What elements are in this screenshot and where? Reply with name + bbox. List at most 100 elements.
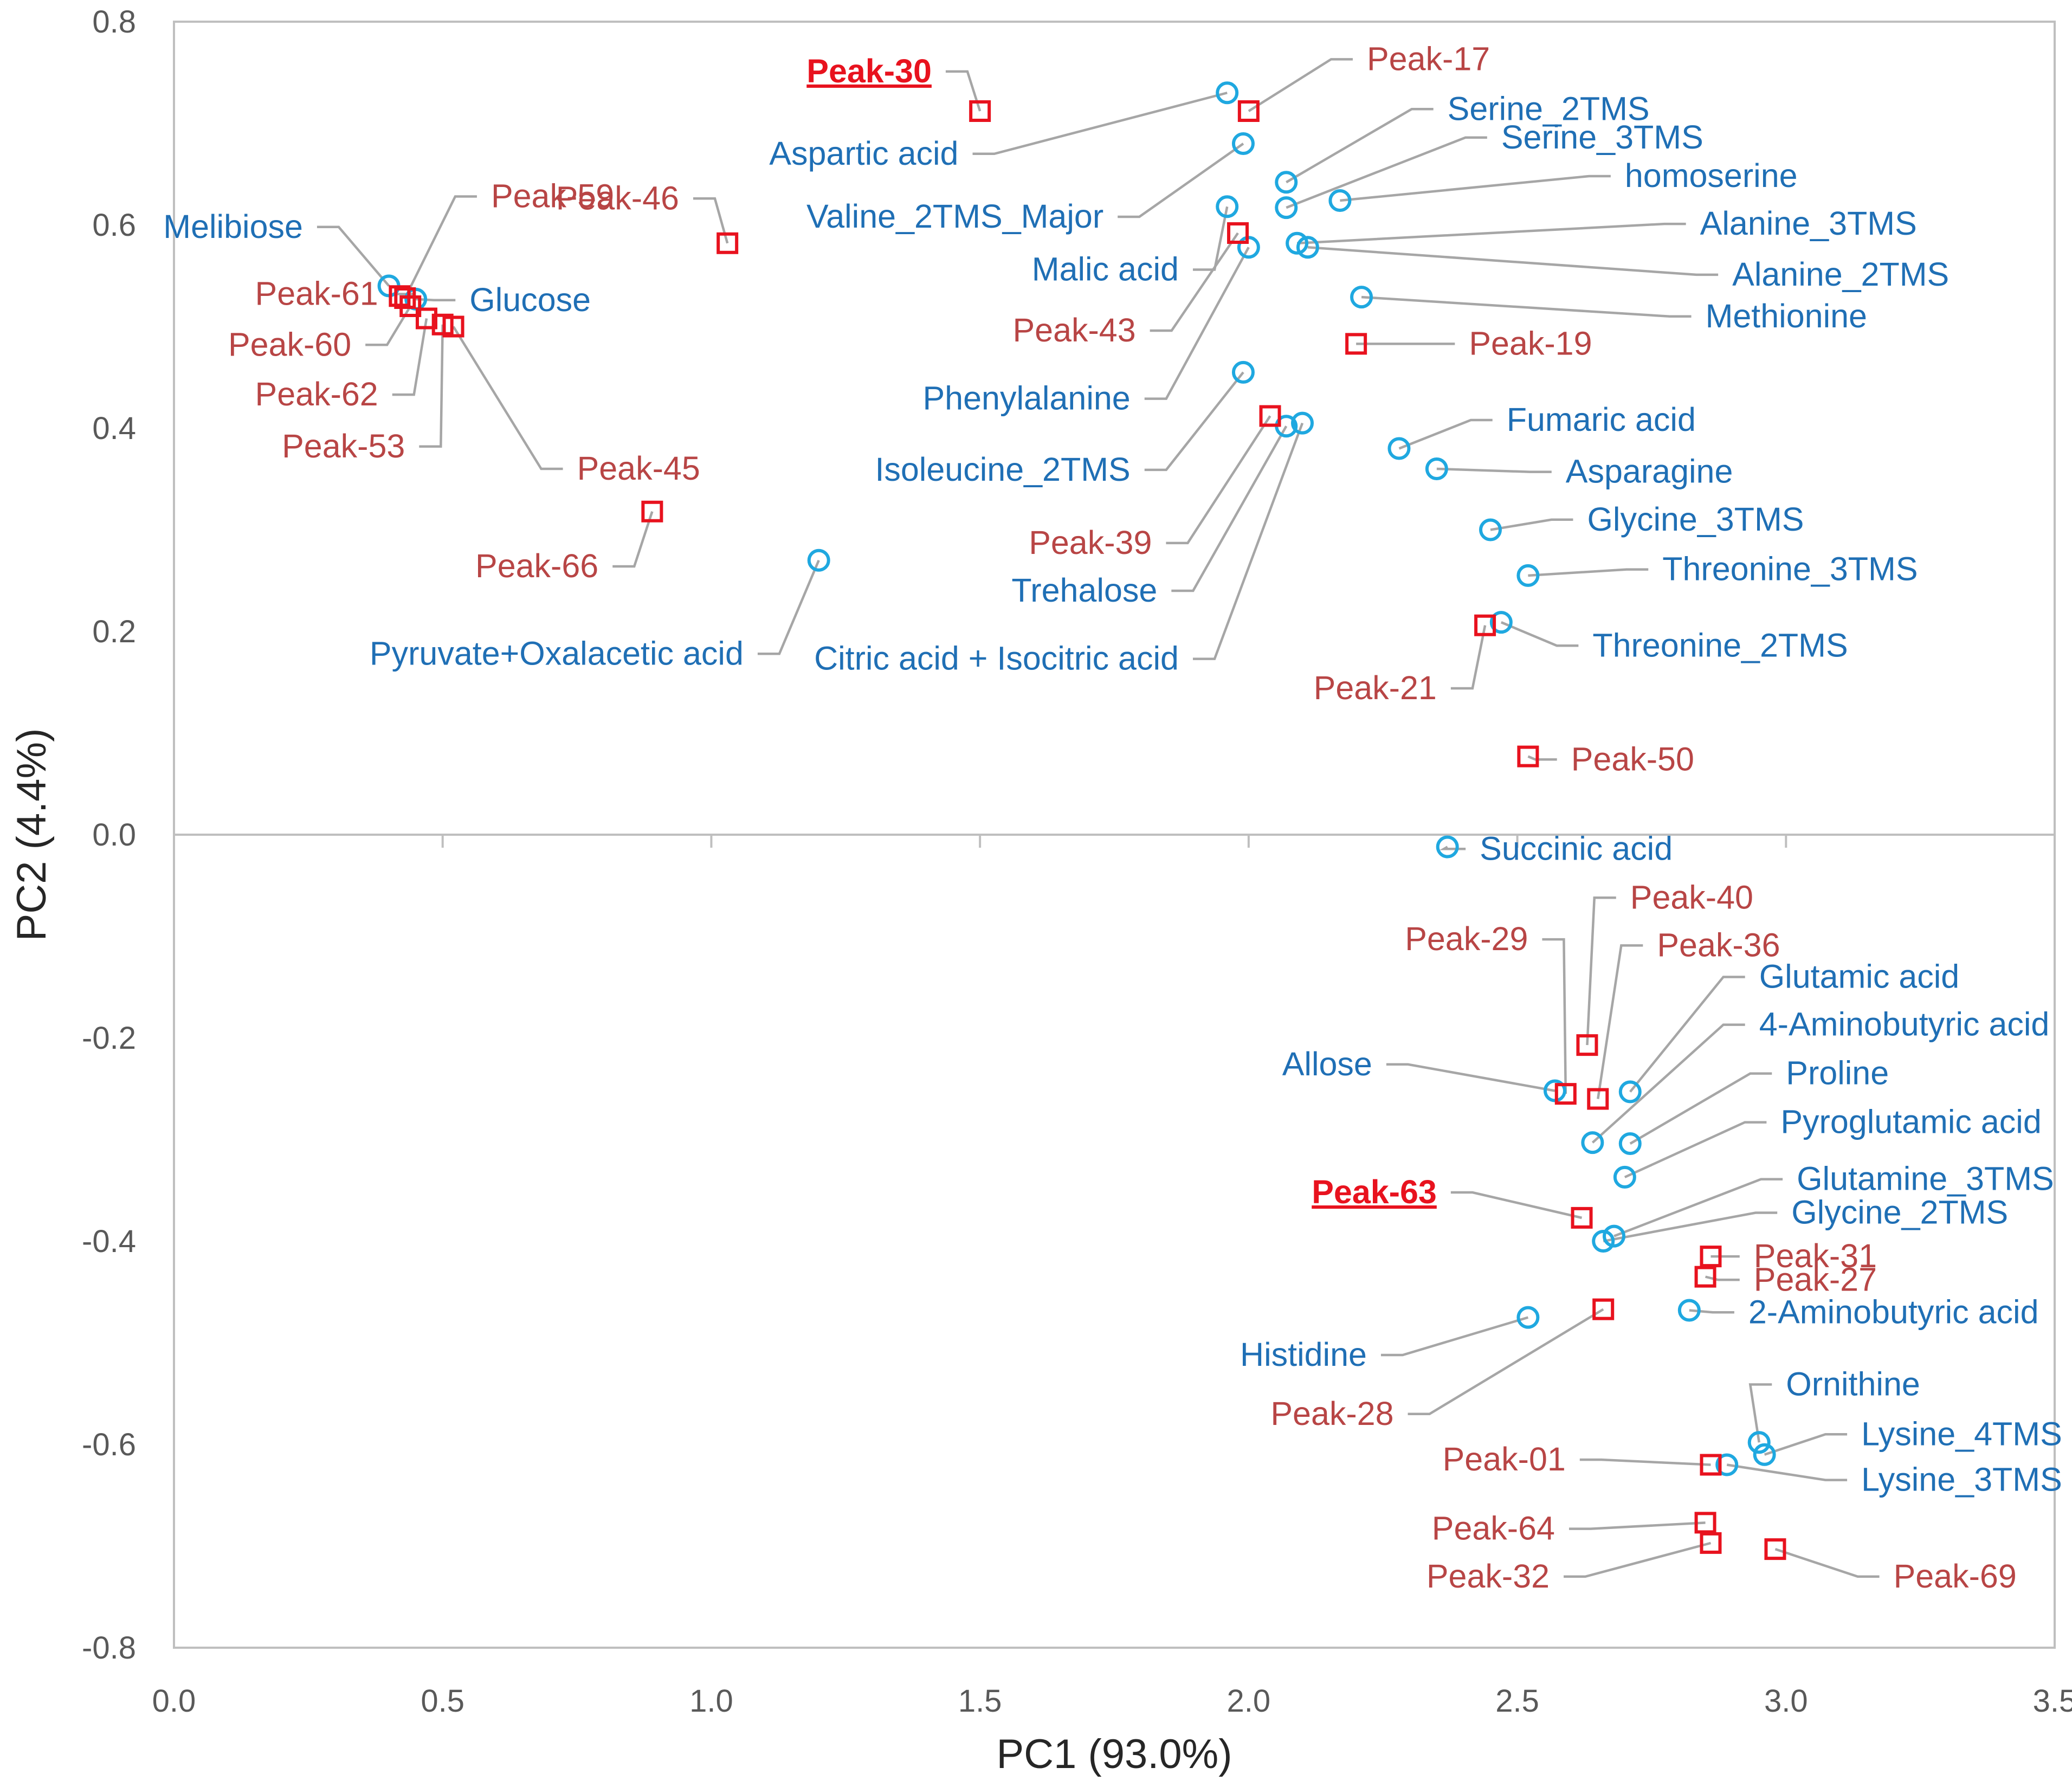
label-alanine-2tms: Alanine_2TMS — [1732, 256, 1949, 293]
y-axis-title: PC2 (4.4%) — [9, 728, 55, 941]
leader-alanine-3tms — [1296, 222, 1686, 244]
leader-4-aminobutyric-acid — [1591, 1023, 1745, 1144]
label-peak-40: Peak-40 — [1630, 879, 1753, 915]
label-histidine: Histidine — [1240, 1336, 1367, 1373]
point-pyruvate-oxalacetic-acid — [807, 549, 830, 572]
data-markers — [377, 81, 1786, 1560]
label-peak-30: Peak-30 — [806, 53, 932, 89]
label-peak-39: Peak-39 — [1029, 524, 1152, 561]
x-tick-label: 2.5 — [1495, 1683, 1539, 1719]
point-peak-19 — [1345, 333, 1367, 355]
label-threonine-3tms: Threonine_3TMS — [1662, 551, 1918, 588]
x-tick-label: 3.0 — [1764, 1683, 1808, 1719]
label-glycine-2tms: Glycine_2TMS — [1791, 1194, 2008, 1231]
x-tick-labels: 0.0 0.5 1.0 1.5 2.0 2.5 3.0 3.5 — [152, 1683, 2072, 1719]
leader-pyroglutamic-acid — [1624, 1121, 1767, 1178]
leader-valine-2tms-major — [1118, 143, 1244, 218]
leader-peak-46 — [693, 197, 729, 244]
label-threonine-2tms: Threonine_2TMS — [1592, 627, 1848, 663]
leader-proline — [1629, 1072, 1772, 1145]
label-ornithine: Ornithine — [1786, 1365, 1920, 1402]
y-tick-label: 0.2 — [92, 614, 136, 649]
label-4-aminobutyric-acid: 4-Aminobutyric acid — [1759, 1006, 2050, 1043]
label-peak-19: Peak-19 — [1469, 325, 1592, 362]
x-tick-label: 1.0 — [689, 1683, 733, 1719]
label-valine-2tms-major: Valine_2TMS_Major — [806, 198, 1103, 235]
label-glutamic-acid: Glutamic acid — [1759, 958, 1960, 995]
point-peak-60 — [399, 295, 422, 317]
point-4-aminobutyric-acid — [1581, 1131, 1604, 1154]
point-peak-69 — [1764, 1538, 1786, 1560]
leader-peak-40 — [1586, 896, 1616, 1046]
point-peak-50 — [1517, 745, 1539, 767]
point-lysine-4tms — [1753, 1443, 1776, 1466]
label-peak-29: Peak-29 — [1405, 920, 1528, 957]
label-allose: Allose — [1282, 1046, 1372, 1082]
y-tick-label: -0.6 — [82, 1427, 136, 1462]
point-threonine-3tms — [1516, 564, 1540, 587]
leader-threonine-2tms — [1500, 621, 1579, 647]
leader-glutamic-acid — [1629, 976, 1745, 1093]
label-peak-28: Peak-28 — [1270, 1395, 1393, 1432]
label-pyruvate-oxalacetic-acid: Pyruvate+Oxalacetic acid — [370, 635, 744, 672]
leader-serine-3tms — [1286, 136, 1487, 209]
label-citric-acid-isocitric-acid: Citric acid + Isocitric acid — [814, 640, 1179, 677]
point-peak-43 — [1227, 222, 1249, 244]
leader-glycine-2tms — [1603, 1211, 1778, 1243]
point-peak-39 — [1259, 405, 1281, 427]
label-2-aminobutyric-acid: 2-Aminobutyric acid — [1748, 1293, 2039, 1330]
label-peak-64: Peak-64 — [1432, 1510, 1555, 1547]
label-homoserine: homoserine — [1625, 157, 1798, 194]
x-tick-label: 1.5 — [958, 1683, 1002, 1719]
leader-peak-64 — [1568, 1521, 1706, 1530]
y-tick-label: 0.8 — [92, 4, 136, 40]
label-peak-46: Peak-46 — [556, 179, 679, 216]
label-peak-27: Peak-27 — [1754, 1261, 1877, 1298]
point-alanine-2tms — [1296, 236, 1319, 259]
point-peak-31 — [1700, 1246, 1722, 1268]
y-tick-label: -0.8 — [82, 1630, 136, 1666]
leader-aspartic-acid — [972, 92, 1228, 155]
label-peak-69: Peak-69 — [1894, 1558, 2017, 1595]
y-tick-label: 0.6 — [92, 208, 136, 243]
label-glutamine-3tms: Glutamine_3TMS — [1797, 1160, 2054, 1197]
point-peak-36 — [1587, 1088, 1609, 1110]
point-peak-30 — [969, 100, 991, 122]
label-aspartic-acid: Aspartic acid — [769, 135, 958, 172]
label-peak-21: Peak-21 — [1314, 669, 1437, 706]
leader-lysine-4tms — [1764, 1433, 1848, 1456]
leader-lines — [317, 58, 1880, 1578]
label-pyroglutamic-acid: Pyroglutamic acid — [1780, 1104, 2041, 1140]
leader-serine-2tms — [1286, 108, 1434, 184]
point-peak-17 — [1237, 100, 1260, 122]
y-tick-label: -0.4 — [82, 1224, 136, 1259]
x-tick-label: 3.5 — [2033, 1683, 2072, 1719]
leader-citric-acid-isocitric-acid — [1192, 422, 1304, 660]
label-isoleucine-2tms: Isoleucine_2TMS — [875, 451, 1130, 488]
leader-homoserine — [1340, 175, 1611, 202]
leader-glutamine-3tms — [1613, 1178, 1783, 1237]
leader-peak-17 — [1248, 58, 1353, 112]
leader-pyruvate-oxalacetic-acid — [757, 559, 820, 655]
x-axis-title: PC1 (93.0%) — [996, 1731, 1232, 1777]
point-peak-32 — [1700, 1532, 1722, 1554]
leader-peak-32 — [1564, 1541, 1712, 1578]
point-peak-01 — [1700, 1454, 1722, 1476]
point-serine-2tms — [1275, 171, 1298, 194]
plot-frame — [173, 21, 2056, 1649]
y-tick-labels: 0.8 0.6 0.4 0.2 0.0 -0.2 -0.4 -0.6 -0.8 — [82, 4, 136, 1666]
point-glycine-3tms — [1479, 518, 1502, 541]
leader-2-aminobutyric-acid — [1689, 1309, 1734, 1314]
leader-glycine-3tms — [1490, 518, 1573, 531]
y-tick-label: 0.0 — [92, 817, 136, 853]
leader-isoleucine-2tms — [1144, 371, 1244, 472]
label-succinic-acid: Succinic acid — [1480, 830, 1673, 867]
label-peak-63: Peak-63 — [1312, 1173, 1437, 1210]
point-peak-29 — [1554, 1083, 1577, 1105]
x-tick-label: 2.0 — [1227, 1683, 1271, 1719]
label-peak-50: Peak-50 — [1571, 740, 1694, 777]
leader-peak-36 — [1597, 944, 1643, 1099]
leader-asparagine — [1436, 467, 1552, 473]
point-peak-64 — [1694, 1512, 1716, 1534]
point-isoleucine-2tms — [1231, 360, 1255, 384]
